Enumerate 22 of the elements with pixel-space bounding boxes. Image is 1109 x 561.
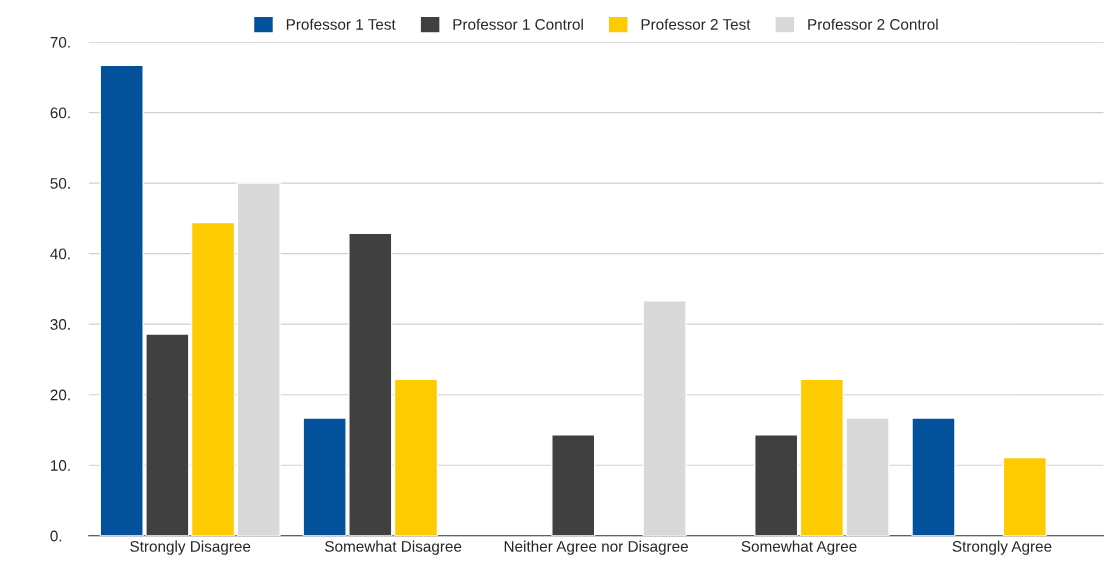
- y-tick-label: 30.: [50, 319, 70, 330]
- y-tick-label: 40.: [50, 248, 70, 260]
- y-tick-label: 0.: [50, 530, 62, 542]
- y-tick-label: 20.: [50, 389, 70, 401]
- bar: [551, 434, 596, 536]
- x-tick-label: Strongly Agree: [952, 540, 1052, 555]
- x-tick-label: Somewhat Agree: [741, 540, 857, 555]
- bar: [393, 378, 439, 536]
- legend-label: Professor 2 Test: [641, 18, 751, 30]
- bar: [911, 417, 956, 536]
- x-tick-label: Somewhat Disagree: [325, 540, 462, 555]
- y-tick-label: 70.: [50, 36, 70, 48]
- legend-label: Professor 1 Test: [286, 18, 396, 30]
- y-tick-label: 60.: [50, 107, 70, 119]
- bar: [1002, 456, 1047, 536]
- x-tick-label: Strongly Disagree: [130, 540, 251, 555]
- y-tick-label: 10.: [51, 460, 70, 471]
- y-tick-label: 50.: [50, 177, 70, 189]
- legend-label: Professor 2 Control: [808, 18, 938, 30]
- x-tick-label: Neither Agree nor Disagree: [504, 540, 688, 555]
- legend-label: Professor 1 Control: [453, 18, 583, 30]
- bar: [754, 434, 799, 536]
